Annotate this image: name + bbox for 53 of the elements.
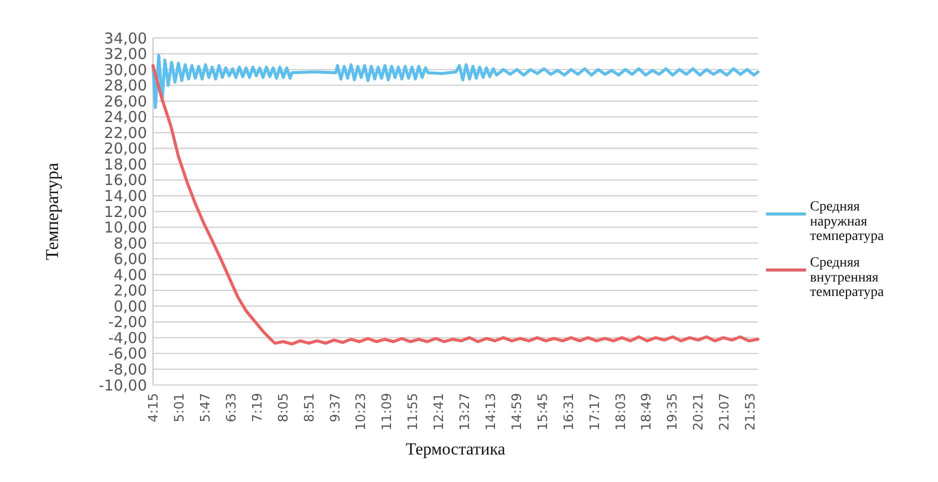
y-tick-label: 26,00 xyxy=(104,92,147,110)
y-tick-label: 12,00 xyxy=(104,202,147,221)
y-tick-label: 0,00 xyxy=(114,297,147,316)
y-tick-label: -8,00 xyxy=(108,360,147,378)
x-tick-label: 18:49 xyxy=(640,393,655,430)
y-tick-label: 4,00 xyxy=(114,266,147,284)
y-tick-label: 8,00 xyxy=(114,234,147,252)
x-tick-label: 21:53 xyxy=(744,393,759,430)
x-tick-label: 8:51 xyxy=(302,393,318,422)
y-tick-label: 24,00 xyxy=(104,108,147,126)
y-tick-label: 28,00 xyxy=(104,76,147,95)
x-tick-label: 14:59 xyxy=(510,393,525,430)
y-tick-label: -4,00 xyxy=(108,328,147,347)
x-tick-label: 11:09 xyxy=(380,393,396,430)
x-tick-label: 13:27 xyxy=(458,393,474,430)
y-tick-label: 30,00 xyxy=(104,60,147,79)
x-tick-label: 5:47 xyxy=(198,393,214,422)
y-tick-label: 34,00 xyxy=(104,29,147,48)
x-tick-label: 8:05 xyxy=(276,393,292,422)
y-tick-label: 16,00 xyxy=(104,171,147,190)
x-tick-label: 15:45 xyxy=(536,393,551,430)
y-tick-label: 18,00 xyxy=(104,155,147,174)
legend-label: Средняя наружная температура xyxy=(810,200,885,244)
y-tick-label: 22,00 xyxy=(104,124,147,142)
x-tick-label: 4:15 xyxy=(146,393,162,422)
y-tick-label: 20,00 xyxy=(104,140,147,158)
x-tick-label: 14:13 xyxy=(484,393,499,430)
y-tick-label: -2,00 xyxy=(108,313,147,332)
x-tick-label: 5:01 xyxy=(172,393,188,422)
y-tick-label: -10,00 xyxy=(98,376,147,394)
x-tick-label: 17:17 xyxy=(588,393,603,430)
x-axis-title: Термостатика xyxy=(406,440,506,459)
x-tick-label: 16:31 xyxy=(562,393,577,430)
x-tick-label: 6:33 xyxy=(224,393,240,422)
x-tick-label: 12:41 xyxy=(432,393,448,430)
y-tick-label: -6,00 xyxy=(108,344,147,363)
x-tick-label: 21:07 xyxy=(718,393,733,430)
x-tick-label: 11:55 xyxy=(406,393,422,430)
legend-label: Средняя внутренняя температура xyxy=(810,256,885,300)
x-tick-label: 10:23 xyxy=(354,393,370,430)
x-tick-label: 9:37 xyxy=(328,393,344,422)
line-series xyxy=(152,64,760,346)
x-tick-label: 20:21 xyxy=(692,393,707,430)
y-tick-label: 14,00 xyxy=(104,186,147,205)
line-series xyxy=(152,54,760,109)
x-tick-label: 18:03 xyxy=(614,393,629,430)
x-tick-label: 19:35 xyxy=(666,393,681,430)
y-tick-label: 32,00 xyxy=(104,45,147,64)
y-tick-label: 6,00 xyxy=(114,250,147,268)
y-tick-label: 10,00 xyxy=(104,218,147,237)
x-tick-label: 7:19 xyxy=(250,393,266,422)
y-axis-title: Температура xyxy=(42,162,62,260)
y-tick-label: 2,00 xyxy=(114,282,147,300)
